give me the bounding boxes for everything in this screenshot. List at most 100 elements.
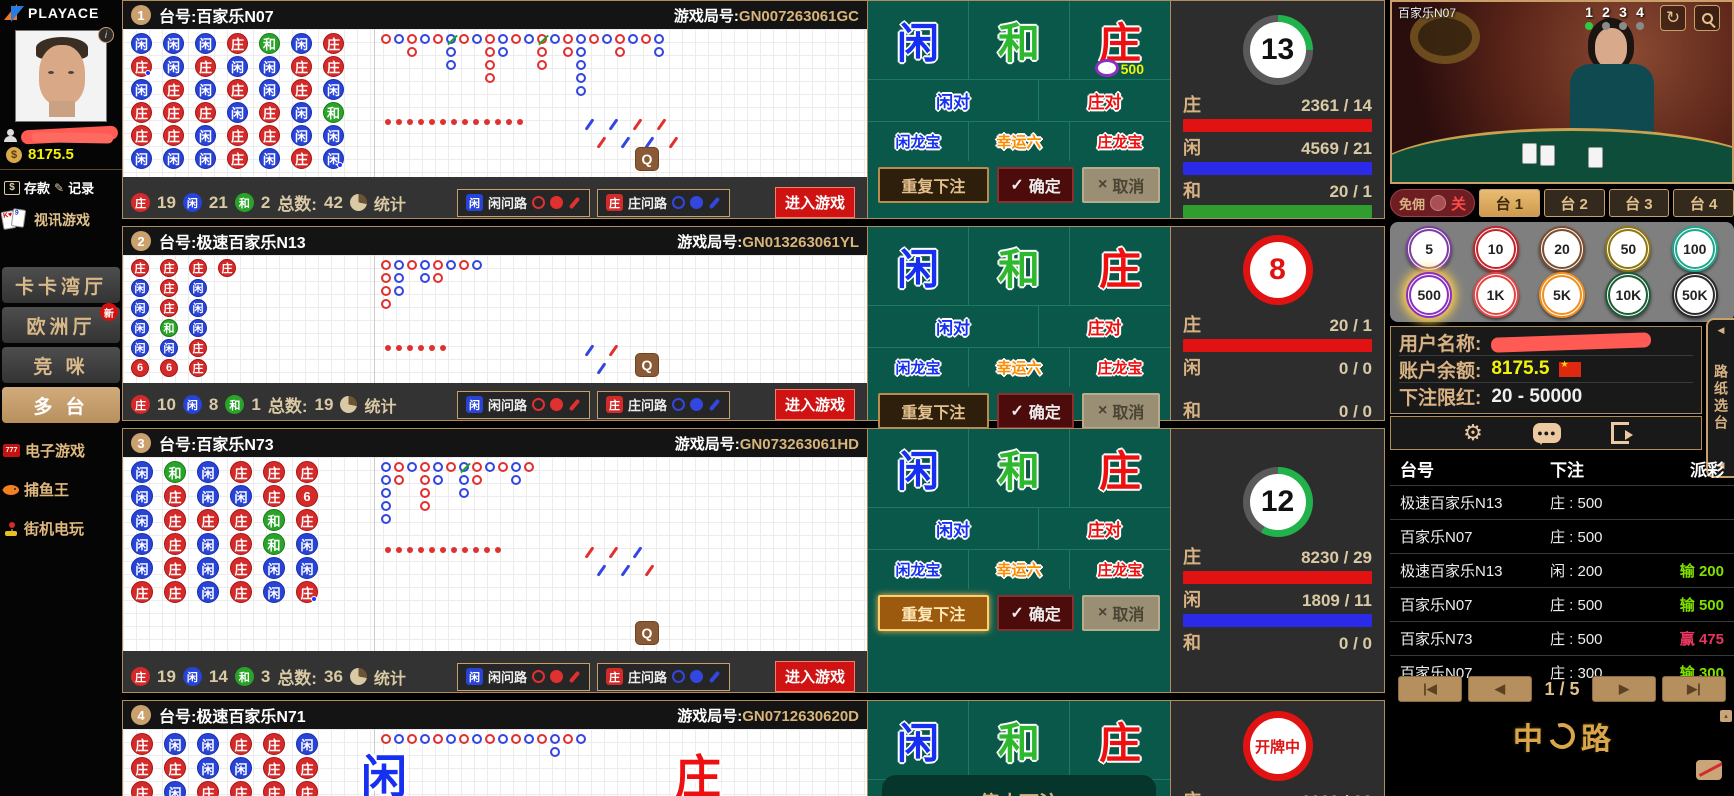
info-icon[interactable]: i [98, 27, 114, 43]
confirm-button[interactable]: ✓ 确定 [996, 595, 1075, 631]
chip-button[interactable]: 100 [1671, 226, 1718, 272]
chip-button[interactable]: 5 [1406, 226, 1453, 272]
repeat-bet-button[interactable]: 重复下注 [878, 167, 989, 203]
multi-table-area: 1 台号:百家乐N07 游戏局号:GN007263061GC 闲庄闲庄庄闲闲闲庄… [122, 0, 1385, 796]
exit-icon[interactable] [1610, 422, 1633, 444]
bet-banker-cell[interactable]: 庄 [1069, 701, 1170, 779]
chip-button[interactable]: 50 [1605, 226, 1652, 272]
sidebar-game-item[interactable]: 捕鱼王 [0, 470, 122, 509]
road-zoom-button[interactable]: Q [635, 621, 659, 645]
repeat-bet-button[interactable]: 重复下注 [878, 595, 989, 631]
chip-button[interactable]: 50K [1671, 272, 1718, 318]
chip-button[interactable]: 10K [1605, 272, 1652, 318]
avatar[interactable]: i [15, 27, 114, 122]
table-select-tab[interactable]: 台 4 [1673, 189, 1734, 217]
bet-player-cell[interactable]: 闲 [896, 245, 939, 293]
sidebar-hall-item[interactable]: 竞 咪 [2, 347, 120, 383]
bet-player-dragon-cell[interactable]: 闲龙宝 [895, 134, 941, 151]
bet-player-cell[interactable]: 闲 [896, 447, 939, 495]
no-commission-toggle[interactable]: 免佣 关 [1390, 189, 1476, 217]
table-select-tab[interactable]: 台 2 [1543, 189, 1605, 217]
bet-banker-dragon-cell[interactable]: 庄龙宝 [1069, 348, 1170, 387]
video-games-item[interactable]: K♥ 9 视讯游戏 [0, 205, 122, 239]
ask-banker-road-button[interactable]: 庄 庄问路 [596, 390, 730, 419]
road-zoom-button[interactable]: Q [635, 147, 659, 171]
camera-select-button[interactable]: 1 [1585, 4, 1593, 30]
camera-select-button[interactable]: 4 [1636, 4, 1644, 30]
confirm-button[interactable]: ✓ 确定 [996, 167, 1075, 203]
sidebar-hall-item[interactable]: 多 台 [2, 387, 120, 423]
bet-banker-dragon-cell[interactable]: 庄龙宝 [1069, 122, 1170, 161]
bet-player-pair-cell[interactable]: 闲对 [868, 80, 1040, 121]
statistics-button[interactable]: 统计 [373, 196, 406, 214]
bet-tie-cell[interactable]: 和 [968, 701, 1069, 779]
chip-button[interactable]: 10 [1472, 226, 1519, 272]
cancel-button[interactable]: × 取消 [1082, 595, 1160, 631]
sidebar-game-item[interactable]: 街机电玩 [0, 509, 122, 548]
first-page-button[interactable]: |◀ [1398, 676, 1462, 702]
bet-banker-cell[interactable]: 庄 [1069, 227, 1170, 305]
chip-button[interactable]: 1K [1472, 272, 1519, 318]
bet-banker-dragon-cell[interactable]: 庄龙宝 [1069, 550, 1170, 589]
bet-player-dragon-cell[interactable]: 闲龙宝 [895, 562, 941, 579]
road-select-table-tab[interactable]: ◀ 路纸选台 ◀ [1706, 318, 1734, 478]
repeat-bet-button[interactable]: 重复下注 [878, 393, 989, 429]
next-page-button[interactable]: ▶ [1592, 676, 1656, 702]
bet-tie-cell[interactable]: 和 [968, 227, 1069, 305]
prev-page-button[interactable]: ◀ [1468, 676, 1532, 702]
last-page-button[interactable]: ▶| [1662, 676, 1726, 702]
zoom-icon[interactable] [1694, 5, 1720, 31]
bet-banker-pair-cell[interactable]: 庄对 [1087, 93, 1122, 112]
bet-lucky-six-cell[interactable]: 幸运六 [968, 122, 1069, 161]
bet-banker-cell[interactable]: 庄 500 [1069, 1, 1170, 79]
bigroad-marker [381, 299, 391, 309]
ask-banker-road-button[interactable]: 庄 庄问路 [596, 188, 730, 217]
hide-panel-icon[interactable] [1696, 760, 1722, 780]
sidebar-hall-item[interactable]: 卡卡湾厅 [2, 267, 120, 303]
table-select-tab[interactable]: 台 1 [1479, 189, 1540, 217]
ask-player-road-button[interactable]: 闲 闲问路 [456, 188, 590, 217]
road-zoom-button[interactable]: Q [635, 353, 659, 377]
bet-banker-pair-cell[interactable]: 庄对 [1087, 319, 1122, 338]
bet-player-cell[interactable]: 闲 [896, 719, 939, 767]
camera-select-button[interactable]: 3 [1619, 4, 1627, 30]
sidebar-hall-item[interactable]: 欧洲厅 新 [2, 303, 120, 343]
ask-banker-road-button[interactable]: 庄 庄问路 [596, 662, 730, 691]
chip-button[interactable]: 500 [1406, 272, 1453, 318]
confirm-button[interactable]: ✓ 确定 [996, 393, 1075, 429]
statistics-button[interactable]: 统计 [373, 670, 406, 688]
bet-banker-pair-cell[interactable]: 庄对 [1087, 521, 1122, 540]
user-icon [4, 128, 17, 142]
bet-banker-cell[interactable]: 庄 [1069, 429, 1170, 507]
bet-player-pair-cell[interactable]: 闲对 [868, 508, 1040, 549]
gear-icon[interactable]: ⚙ [1463, 420, 1483, 445]
enter-game-button[interactable]: 进入游戏 [774, 389, 855, 420]
bet-lucky-six-cell[interactable]: 幸运六 [968, 348, 1069, 387]
ask-player-road-button[interactable]: 闲 闲问路 [456, 390, 590, 419]
enter-game-button[interactable]: 进入游戏 [774, 661, 855, 692]
sidebar-game-item[interactable]: 777 电子游戏 [0, 431, 122, 470]
statistics-button[interactable]: 统计 [364, 398, 397, 416]
deposit-button[interactable]: 存款 [24, 181, 51, 196]
chip-button[interactable]: 20 [1538, 226, 1585, 272]
bigroad-marker [420, 273, 430, 283]
bet-player-dragon-cell[interactable]: 闲龙宝 [895, 360, 941, 377]
bigroad-marker [446, 60, 456, 70]
cancel-button[interactable]: × 取消 [1082, 393, 1160, 429]
bet-tie-cell[interactable]: 和 [968, 1, 1069, 79]
records-button[interactable]: 记录 [68, 181, 95, 196]
enter-game-button[interactable]: 进入游戏 [774, 187, 855, 218]
bet-lucky-six-cell[interactable]: 幸运六 [968, 550, 1069, 589]
cancel-button[interactable]: × 取消 [1082, 167, 1160, 203]
camera-select-button[interactable]: 2 [1602, 4, 1610, 30]
refresh-icon[interactable]: ↻ [1660, 5, 1686, 31]
chat-icon[interactable]: ●●● [1532, 423, 1561, 445]
chip-button[interactable]: 5K [1538, 272, 1585, 318]
table-select-tab[interactable]: 台 3 [1608, 189, 1670, 217]
bet-tie-cell[interactable]: 和 [968, 429, 1069, 507]
bet-player-pair-cell[interactable]: 闲对 [868, 306, 1040, 347]
bead-result: 庄 [230, 557, 252, 579]
ask-player-road-button[interactable]: 闲 闲问路 [456, 662, 590, 691]
scroll-up-icon[interactable]: ▴ [1720, 710, 1732, 722]
bet-player-cell[interactable]: 闲 [896, 19, 939, 67]
